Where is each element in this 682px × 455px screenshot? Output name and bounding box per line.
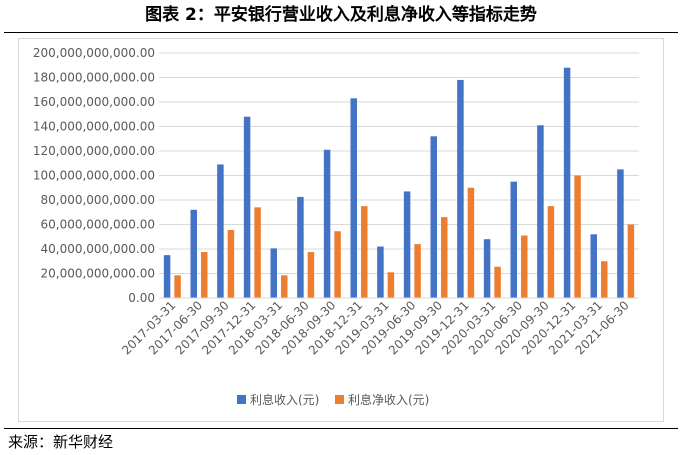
- bar-net-interest-income: [281, 275, 288, 298]
- bar-interest-income: [377, 246, 384, 298]
- y-tick-label: 0.00: [128, 291, 155, 305]
- y-tick-label: 60,000,000,000.00: [40, 218, 155, 232]
- y-tick-label: 120,000,000,000.00: [33, 144, 155, 158]
- bar-net-interest-income: [334, 231, 341, 298]
- bar-interest-income: [270, 248, 277, 298]
- legend-swatch: [237, 395, 246, 404]
- title-divider: [4, 32, 678, 33]
- bar-interest-income: [457, 79, 464, 298]
- bar-net-interest-income: [467, 187, 475, 298]
- bar-interest-income: [163, 255, 171, 298]
- bar-net-interest-income: [307, 252, 315, 298]
- bar-net-interest-income: [174, 275, 181, 298]
- bar-interest-income: [217, 164, 224, 298]
- bar-interest-income: [350, 98, 357, 298]
- bar-net-interest-income: [441, 217, 448, 298]
- y-tick-label: 200,000,000,000.00: [33, 46, 155, 60]
- bar-interest-income: [590, 234, 597, 298]
- legend-label: 利息净收入(元): [348, 392, 429, 407]
- y-tick-label: 180,000,000,000.00: [33, 71, 155, 85]
- legend-label: 利息收入(元): [250, 392, 319, 407]
- bar-net-interest-income: [601, 261, 608, 298]
- bar-net-interest-income: [414, 244, 421, 298]
- bar-interest-income: [323, 149, 331, 298]
- bar-net-interest-income: [494, 266, 501, 298]
- bar-net-interest-income: [627, 224, 635, 298]
- bar-interest-income: [190, 209, 197, 298]
- bar-net-interest-income: [361, 206, 368, 298]
- page-title: 图表 2：平安银行营业收入及利息净收入等指标走势: [145, 5, 537, 25]
- bar-net-interest-income: [521, 235, 528, 298]
- source-note: 来源：新华财经: [8, 433, 114, 451]
- bar-interest-income: [617, 169, 624, 298]
- bar-net-interest-income: [201, 252, 208, 298]
- bar-net-interest-income: [227, 230, 235, 298]
- bar-net-interest-income: [574, 175, 581, 298]
- bar-net-interest-income: [254, 207, 261, 298]
- y-tick-label: 140,000,000,000.00: [33, 120, 155, 134]
- legend-swatch: [335, 395, 344, 404]
- bar-interest-income: [537, 125, 544, 299]
- interest-income-chart: 0.00 20,000,000,000.00 40,000,000,000.00 60…: [33, 46, 639, 407]
- y-tick-label: 100,000,000,000.00: [33, 169, 155, 183]
- bar-net-interest-income: [387, 272, 395, 298]
- bar-interest-income: [483, 239, 491, 298]
- y-tick-label: 80,000,000,000.00: [40, 193, 155, 207]
- bar-interest-income: [510, 181, 517, 298]
- bar-interest-income: [403, 191, 411, 298]
- bar-interest-income: [297, 196, 304, 298]
- bar-net-interest-income: [547, 206, 555, 298]
- y-tick-label: 40,000,000,000.00: [40, 242, 155, 256]
- y-tick-label: 160,000,000,000.00: [33, 95, 155, 109]
- bar-interest-income: [563, 67, 571, 298]
- footer-divider: [4, 428, 678, 429]
- chart-frame: 0.00 20,000,000,000.00 40,000,000,000.00 60…: [18, 38, 664, 422]
- bar-interest-income: [430, 136, 437, 298]
- bar-interest-income: [243, 116, 251, 298]
- y-tick-label: 20,000,000,000.00: [40, 267, 155, 281]
